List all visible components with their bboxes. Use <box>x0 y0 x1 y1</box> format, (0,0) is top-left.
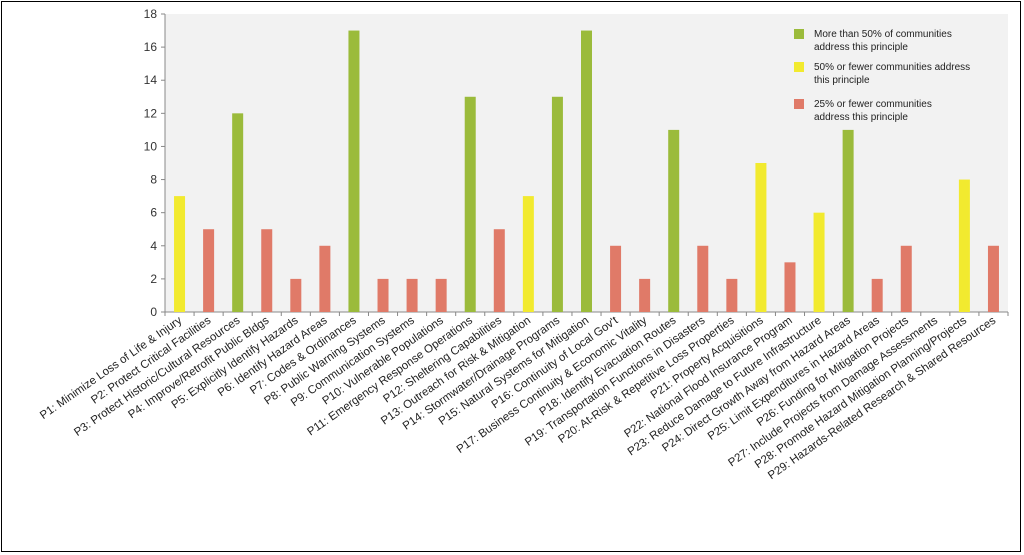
y-tick-label: 2 <box>150 272 157 286</box>
legend-label: 50% or fewer communities address <box>814 62 970 73</box>
legend-label: address this principle <box>814 42 908 53</box>
bar-p7 <box>348 30 360 313</box>
y-tick-label: 0 <box>150 305 157 319</box>
bar-p24 <box>842 129 854 312</box>
bar-p4 <box>261 229 273 312</box>
bars <box>174 30 999 313</box>
bar-p13 <box>522 196 534 312</box>
legend-swatch <box>794 29 804 39</box>
bar-p3 <box>232 113 244 312</box>
y-tick-label: 14 <box>144 73 158 87</box>
bar-p6 <box>319 245 331 312</box>
bar-p21 <box>755 163 767 312</box>
y-tick-label: 10 <box>144 139 158 153</box>
bar-p22 <box>784 262 796 312</box>
bar-p25 <box>871 278 883 312</box>
legend-swatch <box>794 99 804 109</box>
bar-p17 <box>639 278 651 312</box>
bar-p14 <box>551 96 563 313</box>
legend-label: this principle <box>814 75 870 86</box>
bar-p19 <box>697 245 709 312</box>
y-tick-label: 4 <box>150 239 157 253</box>
legend: More than 50% of communities address this… <box>794 29 970 123</box>
bar-p23 <box>813 212 825 312</box>
y-tick-label: 8 <box>150 173 157 187</box>
bar-p10 <box>435 278 447 312</box>
legend-swatch <box>794 62 804 72</box>
bar-p29 <box>987 245 999 312</box>
bar-p26 <box>900 245 912 312</box>
bar-p20 <box>726 278 738 312</box>
y-tick-label: 6 <box>150 206 157 220</box>
bar-p5 <box>290 278 302 312</box>
bar-p12 <box>493 229 505 312</box>
legend-label: More than 50% of communities <box>814 29 952 40</box>
bar-p9 <box>406 278 418 312</box>
bar-p28 <box>958 179 970 312</box>
bar-p18 <box>668 129 680 312</box>
legend-label: 25% or fewer communities <box>814 99 932 110</box>
y-axis: 0 2 4 6 8 10 12 14 16 18 <box>144 7 166 319</box>
y-tick-label: 18 <box>144 7 158 21</box>
y-tick-label: 16 <box>144 40 158 54</box>
bar-p15 <box>581 30 592 313</box>
bar-p11 <box>464 96 476 313</box>
bar-p2 <box>203 229 215 312</box>
legend-label: address this principle <box>814 112 908 123</box>
bar-p16 <box>610 245 622 312</box>
y-tick-label: 12 <box>144 106 158 120</box>
bar-p8 <box>377 278 389 312</box>
bar-p1 <box>174 196 186 312</box>
